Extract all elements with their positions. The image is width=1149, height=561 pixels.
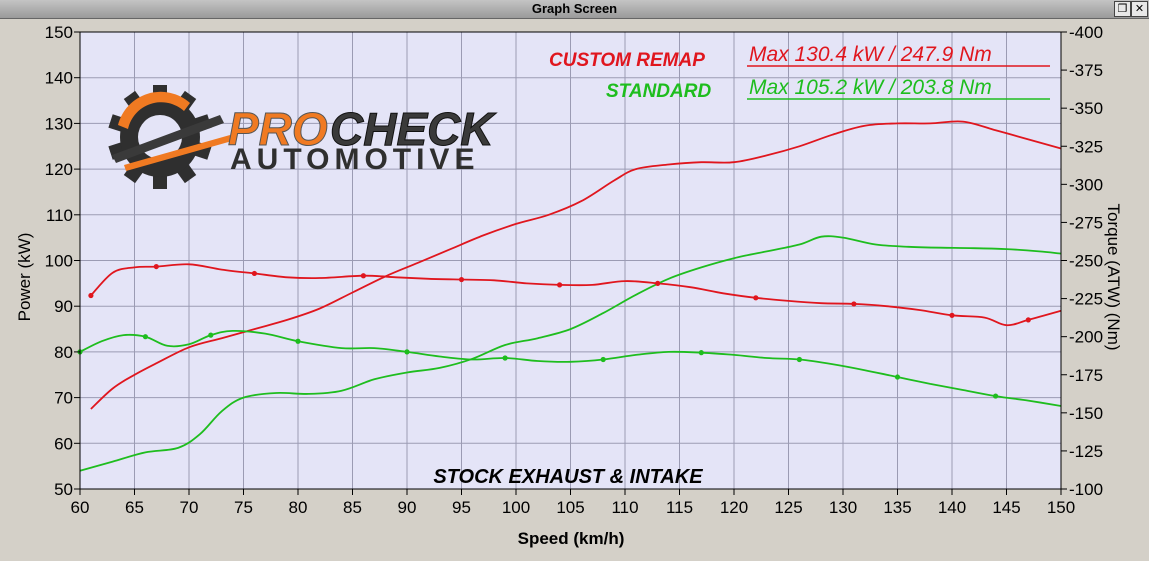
gear-icon <box>108 85 232 189</box>
standard-torque-point <box>404 349 410 355</box>
logo-text-automotive: AUTOMOTIVE <box>230 143 479 176</box>
x-tick-label: 60 <box>71 498 90 517</box>
x-tick-label: 115 <box>666 498 693 517</box>
gear-tooth <box>153 173 167 189</box>
procheck-logo: PRO CHECK AUTOMOTIVE <box>108 85 497 189</box>
chart-caption: STOCK EXHAUST & INTAKE <box>433 466 703 488</box>
y2-axis-label: Torque (ATW) (Nm) <box>1104 203 1123 350</box>
custom-torque-point <box>1025 317 1031 323</box>
x-tick-label: 75 <box>234 498 253 517</box>
custom-torque-point <box>557 282 563 288</box>
x-tick-label: 70 <box>180 498 199 517</box>
y2-tick-label: -325 <box>1069 137 1103 156</box>
standard-torque-point <box>796 356 803 363</box>
window-titlebar: Graph Screen ❐ ✕ <box>0 0 1149 19</box>
standard-torque-point <box>993 393 999 399</box>
y2-tick-label: -175 <box>1069 366 1103 385</box>
y2-tick-label: -150 <box>1069 404 1103 423</box>
dyno-chart: PRO CHECK AUTOMOTIVE 60 65 70 75 80 85 90 95 100… <box>15 23 1123 548</box>
custom-torque-point <box>851 301 857 307</box>
standard-torque-point <box>600 356 606 363</box>
x-tick-label: 135 <box>883 498 911 517</box>
standard-torque-point <box>698 350 704 356</box>
y-tick-label: 140 <box>45 69 73 88</box>
standard-torque-point <box>894 374 901 380</box>
y2-tick-label: -375 <box>1069 61 1103 80</box>
custom-remap-label: CUSTOM REMAP <box>549 50 705 71</box>
x-tick-label: 150 <box>1047 498 1075 517</box>
custom-torque-point <box>251 270 257 277</box>
custom-torque-point <box>88 292 94 299</box>
standard-torque-point <box>502 355 508 361</box>
y-tick-label: 90 <box>54 297 73 316</box>
custom-torque-point <box>655 280 661 286</box>
y-tick-label: 50 <box>54 480 73 499</box>
y2-tick-label: -125 <box>1069 442 1103 461</box>
series-points <box>77 263 1031 399</box>
standard-power-line <box>79 235 1062 472</box>
custom-power-line <box>90 120 1062 410</box>
y-tick-label: 60 <box>54 434 73 453</box>
series-lines <box>79 120 1062 472</box>
x-tick-label: 145 <box>992 498 1020 517</box>
close-window-icon[interactable]: ✕ <box>1131 1 1148 17</box>
custom-torque-line <box>90 263 1062 327</box>
y-tick-label: 70 <box>54 389 73 408</box>
x-tick-label: 120 <box>720 498 748 517</box>
y2-tick-label: -350 <box>1069 99 1103 118</box>
y-tick-label: 100 <box>45 252 73 271</box>
x-tick-label: 140 <box>938 498 966 517</box>
standard-torque-point <box>295 338 301 344</box>
standard-torque-point <box>142 334 148 340</box>
y2-tick-label: -250 <box>1069 252 1103 271</box>
y-axis-label: Power (kW) <box>15 233 34 322</box>
standard-torque-line <box>79 329 1062 407</box>
custom-torque-point <box>949 312 955 318</box>
standard-label: STANDARD <box>606 81 711 102</box>
x-tick-label: 95 <box>452 498 471 517</box>
restore-window-icon[interactable]: ❐ <box>1114 1 1131 17</box>
x-tick-label: 85 <box>343 498 362 517</box>
tick-labels: 60 65 70 75 80 85 90 95 100 105 110 115 120 125 130 135… <box>45 23 1103 517</box>
y2-tick-label: -225 <box>1069 290 1103 309</box>
standard-max: Max 105.2 kW / 203.8 Nm <box>749 76 992 99</box>
x-tick-label: 125 <box>774 498 802 517</box>
y-tick-label: 110 <box>46 206 73 225</box>
x-tick-label: 110 <box>611 498 638 517</box>
y2-tick-label: -400 <box>1069 23 1103 42</box>
plot-frame <box>79 31 1062 490</box>
y2-tick-label: -275 <box>1069 213 1103 232</box>
custom-torque-point <box>153 263 159 270</box>
logo-text-pro: PRO <box>228 103 328 155</box>
x-tick-label: 105 <box>556 498 584 517</box>
y-tick-label: 150 <box>45 23 73 42</box>
x-tick-label: 90 <box>398 498 417 517</box>
standard-torque-point <box>208 332 214 338</box>
y2-tick-label: -200 <box>1069 328 1103 347</box>
custom-torque-point <box>360 273 366 279</box>
x-tick-label: 80 <box>289 498 308 517</box>
y2-tick-label: -100 <box>1069 480 1103 499</box>
x-tick-label: 100 <box>502 498 530 517</box>
x-tick-label: 65 <box>125 498 144 517</box>
window-title: Graph Screen <box>531 1 618 16</box>
custom-torque-point <box>458 276 465 283</box>
y-tick-label: 130 <box>45 114 73 133</box>
y2-tick-label: -300 <box>1069 175 1103 194</box>
y-tick-label: 120 <box>45 160 73 179</box>
x-tick-label: 130 <box>829 498 857 517</box>
custom-torque-point <box>753 295 759 301</box>
logo-text-check: CHECK <box>330 103 496 155</box>
custom-remap-max: Max 130.4 kW / 247.9 Nm <box>749 43 992 66</box>
y-tick-label: 80 <box>54 343 73 362</box>
axes <box>74 31 1067 495</box>
graph-area: PRO CHECK AUTOMOTIVE 60 65 70 75 80 85 90 95 100… <box>0 19 1149 556</box>
x-axis-label: Speed (km/h) <box>518 529 625 548</box>
